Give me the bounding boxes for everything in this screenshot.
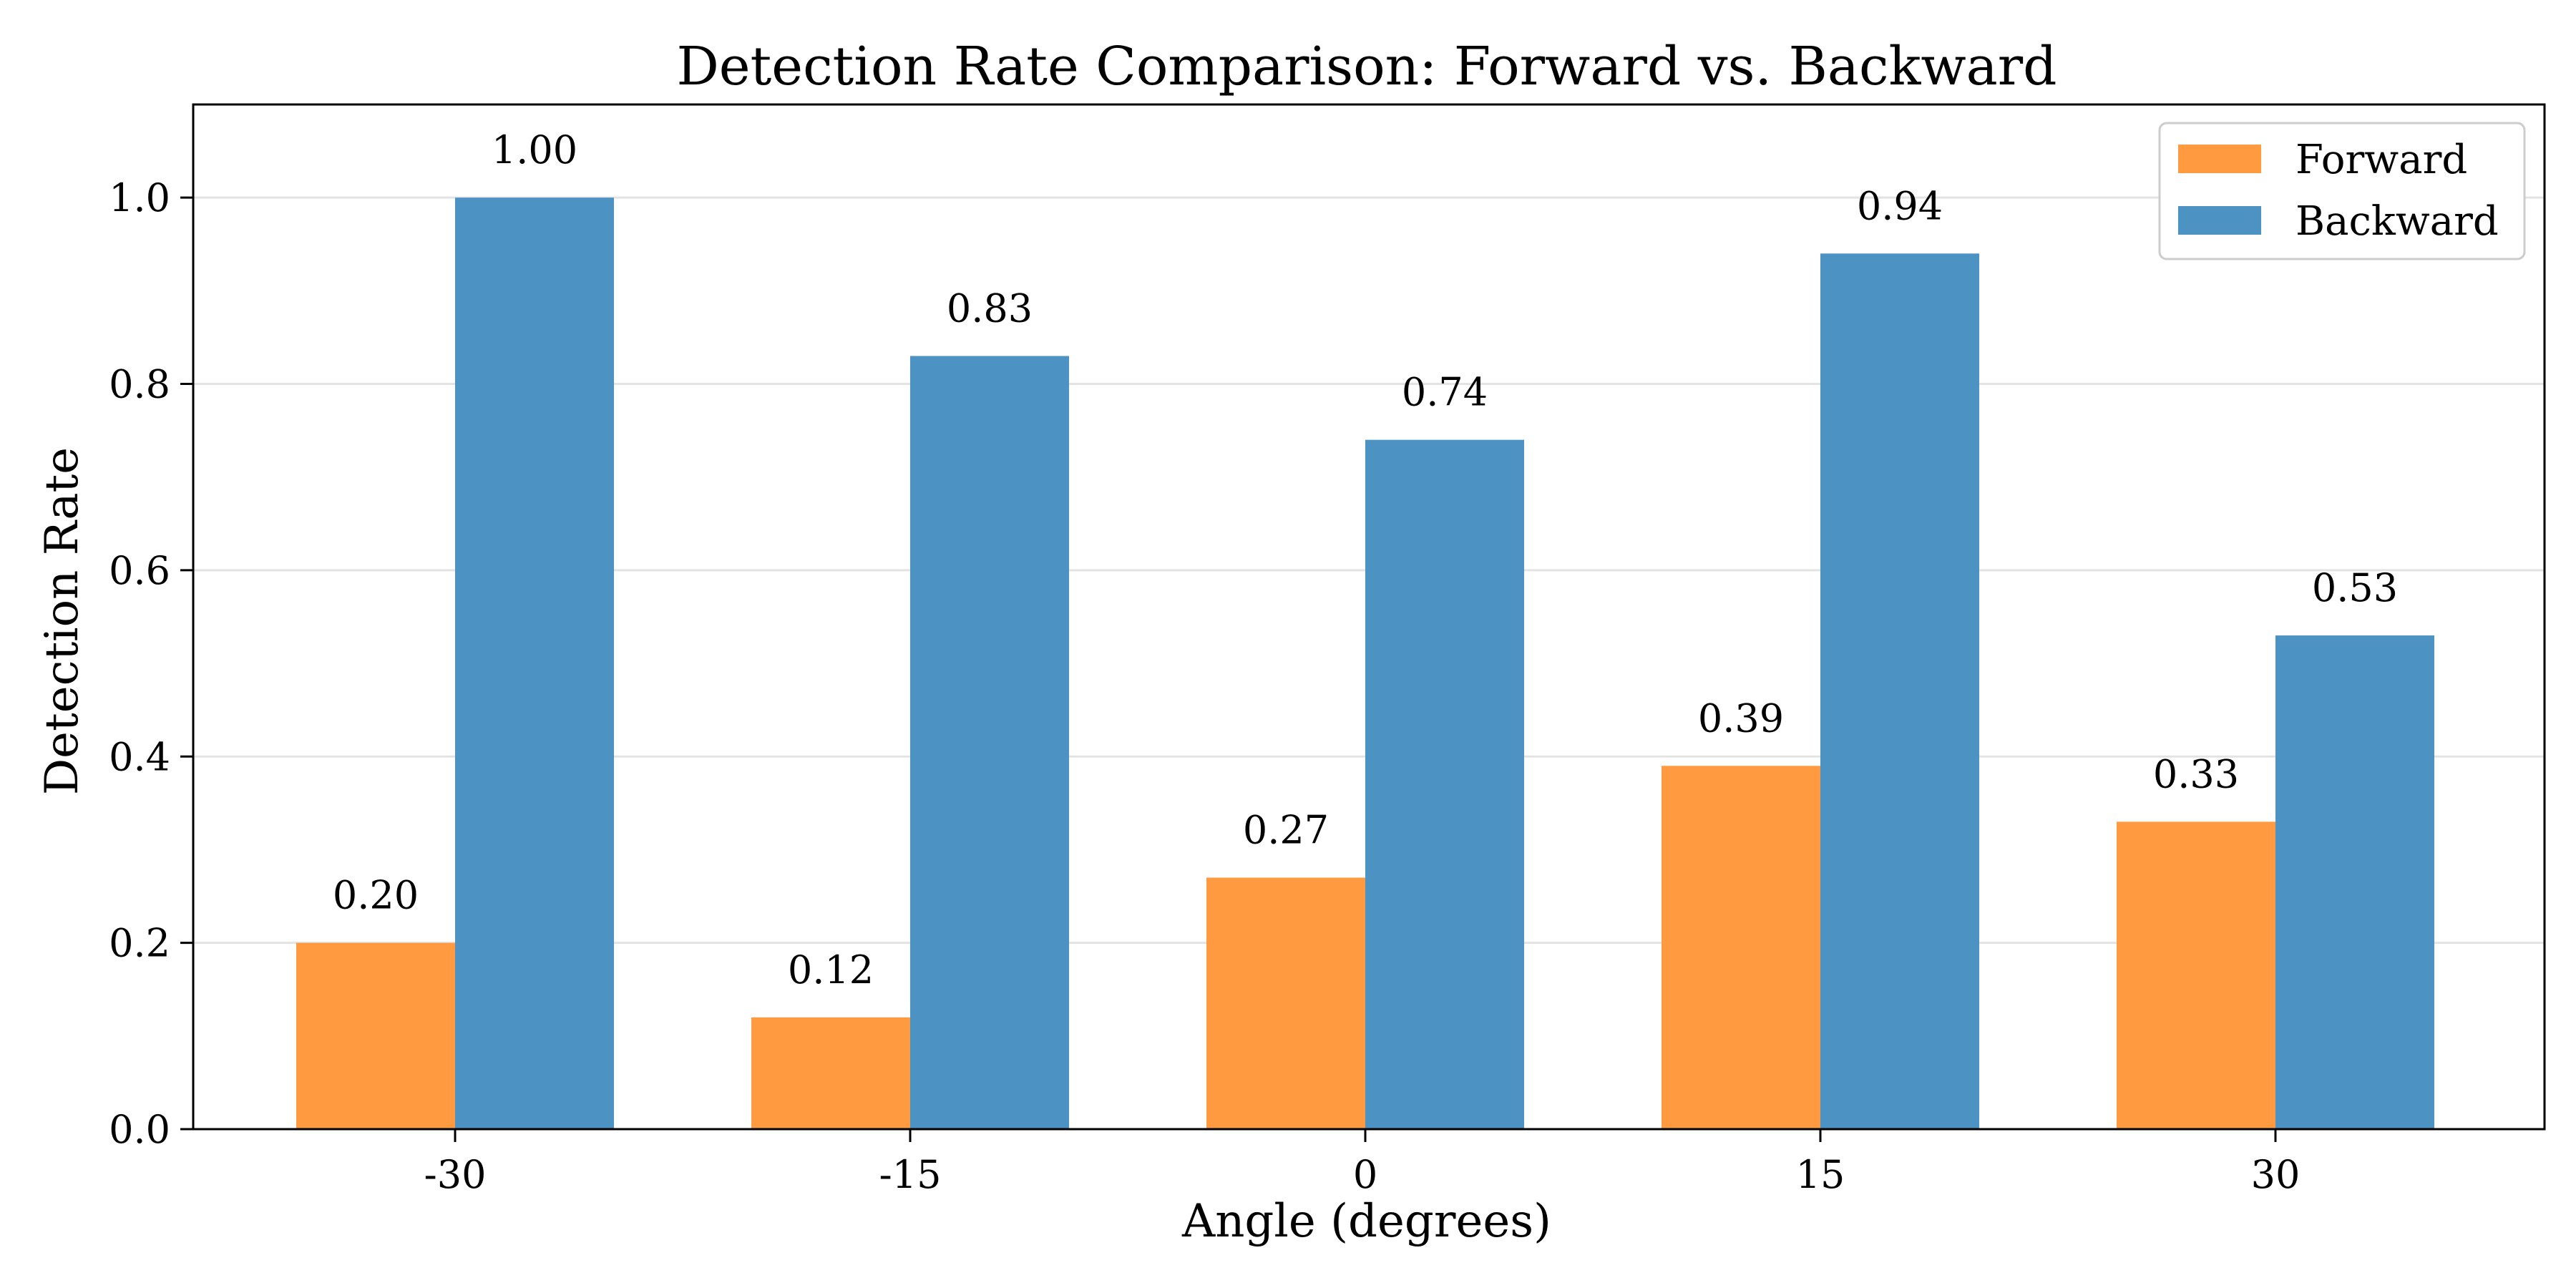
data-label-backward: 0.53 (2312, 565, 2398, 610)
y-tick-label: 0.8 (109, 362, 170, 407)
y-tick-label: 0.0 (109, 1107, 170, 1152)
data-labels: 0.20 0.12 0.27 0.39 0.33 1.00 0.83 0.74 0.94 0.53 (333, 127, 2398, 992)
data-label-backward: 0.94 (1857, 183, 1943, 228)
legend-label-forward: Forward (2296, 137, 2467, 183)
x-tick-label: 30 (2251, 1152, 2301, 1197)
y-tick-label: 0.6 (109, 548, 170, 593)
y-tick-label: 1.0 (109, 175, 170, 220)
data-label-forward: 0.12 (788, 947, 874, 992)
x-tick-label: 15 (1796, 1152, 1845, 1197)
data-label-forward: 0.20 (333, 873, 419, 918)
data-label-forward: 0.39 (1698, 696, 1784, 741)
data-label-forward: 0.33 (2153, 751, 2239, 796)
y-axis-label: Detection Rate (36, 447, 89, 795)
bar-backward--15 (910, 356, 1069, 1129)
y-tick-label: 0.4 (109, 734, 170, 779)
bar-forward--15 (751, 1017, 910, 1129)
x-axis-label: Angle (degrees) (1181, 1195, 1551, 1248)
data-label-backward: 1.00 (492, 127, 577, 172)
bar-forward-0 (1206, 877, 1365, 1129)
y-tick-label: 0.2 (109, 921, 170, 966)
bar-backward-15 (1820, 253, 1979, 1130)
bar-backward-30 (2275, 635, 2434, 1129)
data-label-backward: 0.83 (947, 286, 1033, 331)
bar-forward--30 (296, 942, 455, 1129)
data-label-forward: 0.27 (1243, 808, 1329, 853)
bar-forward-15 (1662, 766, 1820, 1129)
x-axis: -30 -15 0 15 30 (424, 1129, 2301, 1197)
bar-forward-30 (2117, 821, 2275, 1129)
data-label-backward: 0.74 (1402, 370, 1488, 415)
x-tick-label: -30 (424, 1152, 487, 1197)
bar-backward--30 (455, 197, 614, 1129)
plot-frame (192, 103, 2546, 1131)
legend: Forward Backward (2158, 122, 2526, 260)
legend-swatch-backward (2178, 206, 2261, 235)
legend-swatch-forward (2178, 145, 2261, 173)
legend-label-backward: Backward (2296, 198, 2499, 245)
x-tick-label: -15 (879, 1152, 942, 1197)
x-tick-label: 0 (1353, 1152, 1377, 1197)
bars (296, 197, 2434, 1130)
bar-backward-0 (1365, 439, 1524, 1129)
y-axis: 0.0 0.2 0.4 0.6 0.8 1.0 (109, 175, 193, 1152)
chart-title: Detection Rate Comparison: Forward vs. B… (676, 36, 2057, 97)
